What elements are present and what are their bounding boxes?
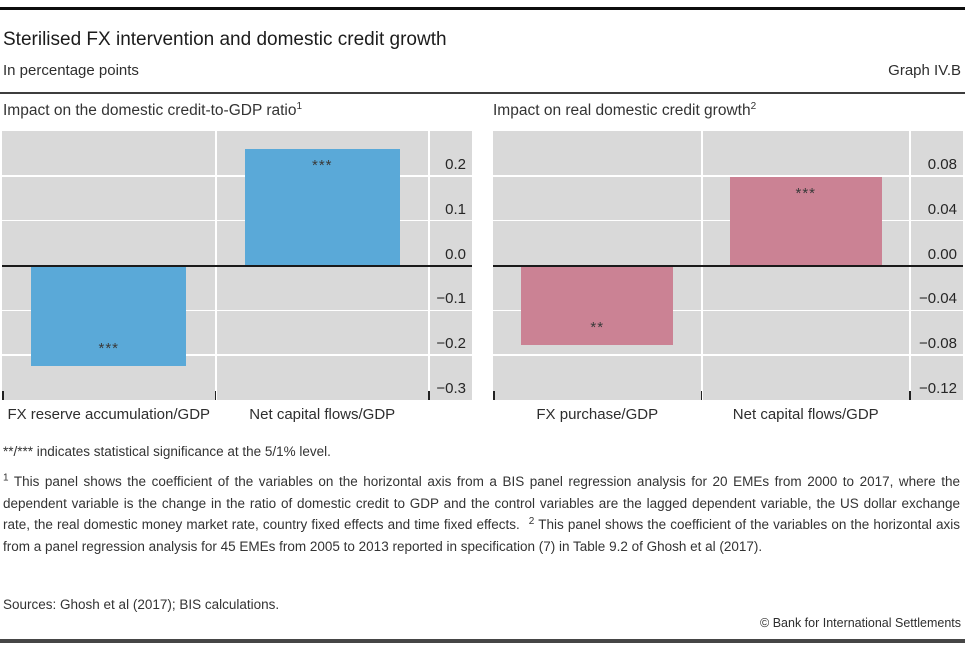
- header-rule: [0, 92, 965, 94]
- significance-stars: ***: [311, 156, 333, 174]
- y-gridline: [493, 175, 963, 177]
- y-tick-label: 0.0: [445, 245, 466, 263]
- bar: [244, 148, 400, 266]
- significance-stars: **: [590, 319, 605, 337]
- left-chart-plot: *** *** 0.2 0.1 0.0 −0.1 −0.2 −0.3: [2, 131, 472, 400]
- x-tick: [493, 391, 495, 400]
- y-gridline: [493, 354, 963, 356]
- y-gridline: [2, 354, 472, 356]
- x-category-label: Net capital flows/GDP: [249, 406, 396, 423]
- x-tick: [428, 391, 430, 400]
- footnote-2-marker: 2: [528, 515, 535, 527]
- left-panel-title-text: Impact on the domestic credit-to-GDP rat…: [3, 102, 297, 119]
- x-category-label: FX reserve accumulation/GDP: [7, 406, 211, 423]
- footnote-1-text: This panel shows the coefficient of the …: [3, 474, 960, 533]
- y-gridline: [493, 309, 963, 312]
- right-panel-footnote-ref: 2: [750, 100, 757, 112]
- zero-line: [493, 264, 963, 267]
- x-tick: [2, 391, 4, 400]
- sources-line: Sources: Ghosh et al (2017); BIS calcula…: [3, 597, 280, 612]
- y-tick-label: 0.04: [927, 200, 957, 218]
- footnote-text: 1 This panel shows the coefficient of th…: [3, 471, 960, 557]
- y-tick-label: −0.12: [919, 380, 957, 397]
- y-tick-label: 0.00: [927, 245, 957, 263]
- zero-line: [2, 264, 472, 267]
- y-gridline: [493, 219, 963, 222]
- top-rule: [0, 7, 965, 10]
- x-tick: [700, 391, 703, 400]
- right-panel-title-text: Impact on real domestic credit growth: [493, 102, 751, 119]
- y-tick-label: −0.3: [436, 380, 466, 397]
- bar: [729, 176, 882, 266]
- copyright-line: © Bank for International Settlements: [760, 616, 961, 630]
- page-title: Sterilised FX intervention and domestic …: [3, 28, 447, 50]
- units-label: In percentage points: [3, 62, 139, 79]
- y-gridline: [2, 219, 472, 222]
- right-chart-plot: ** *** 0.08 0.04 0.00 −0.04 −0.08 −0.12: [493, 131, 963, 400]
- y-tick-label: −0.1: [436, 290, 466, 308]
- left-panel-footnote-ref: 1: [296, 100, 303, 112]
- bar: [521, 265, 674, 346]
- y-gridline: [2, 309, 472, 312]
- footnote-1-marker: 1: [3, 472, 9, 484]
- x-tick: [909, 391, 911, 400]
- y-tick-label: 0.2: [445, 155, 466, 173]
- x-category-label: Net capital flows/GDP: [732, 406, 879, 423]
- significance-stars: ***: [98, 340, 119, 358]
- x-tick: [214, 391, 217, 400]
- y-tick-label: −0.2: [436, 335, 466, 353]
- significance-stars: ***: [795, 184, 816, 202]
- graph-number-label: Graph IV.B: [888, 62, 961, 79]
- y-tick-label: 0.08: [927, 155, 957, 173]
- left-panel-title: Impact on the domestic credit-to-GDP rat…: [3, 100, 303, 120]
- y-gridline: [2, 175, 472, 177]
- footnote-2-text: This panel shows the coefficient of the …: [3, 517, 961, 554]
- bottom-rule: [0, 639, 965, 643]
- bar: [31, 265, 187, 367]
- subtitle-row: In percentage points Graph IV.B: [3, 62, 961, 79]
- y-tick-label: −0.08: [919, 335, 957, 353]
- y-tick-label: −0.04: [919, 290, 957, 308]
- y-tick-label: 0.1: [445, 200, 466, 218]
- right-panel-title: Impact on real domestic credit growth2: [493, 100, 757, 120]
- significance-note: **/*** indicates statistical significanc…: [3, 444, 331, 459]
- x-category-label: FX purchase/GDP: [536, 406, 659, 423]
